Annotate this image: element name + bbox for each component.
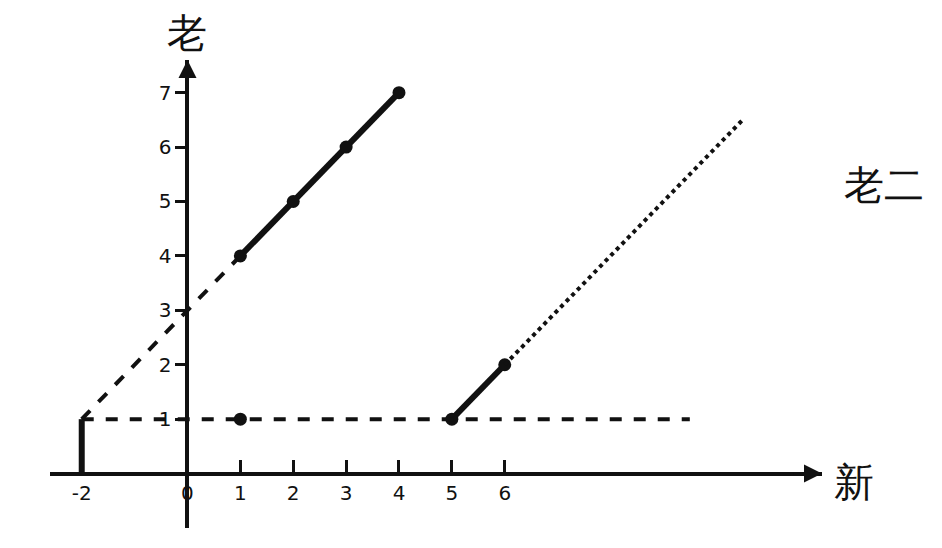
- svg-text:3: 3: [340, 481, 353, 505]
- svg-text:4: 4: [393, 481, 406, 505]
- svg-text:1: 1: [159, 407, 172, 431]
- svg-text:老: 老: [167, 10, 207, 56]
- svg-text:6: 6: [498, 481, 511, 505]
- svg-text:7: 7: [159, 81, 172, 105]
- svg-text:5: 5: [445, 481, 458, 505]
- svg-text:2: 2: [287, 481, 300, 505]
- svg-text:2: 2: [159, 353, 172, 377]
- svg-text:3: 3: [159, 298, 172, 322]
- svg-text:0: 0: [181, 481, 194, 505]
- svg-text:1: 1: [234, 481, 247, 505]
- svg-text:老二: 老二: [844, 162, 924, 208]
- svg-text:新: 新: [834, 459, 874, 505]
- svg-text:5: 5: [159, 189, 172, 213]
- svg-text:-2: -2: [72, 481, 92, 505]
- svg-text:4: 4: [159, 244, 172, 268]
- svg-text:6: 6: [159, 135, 172, 159]
